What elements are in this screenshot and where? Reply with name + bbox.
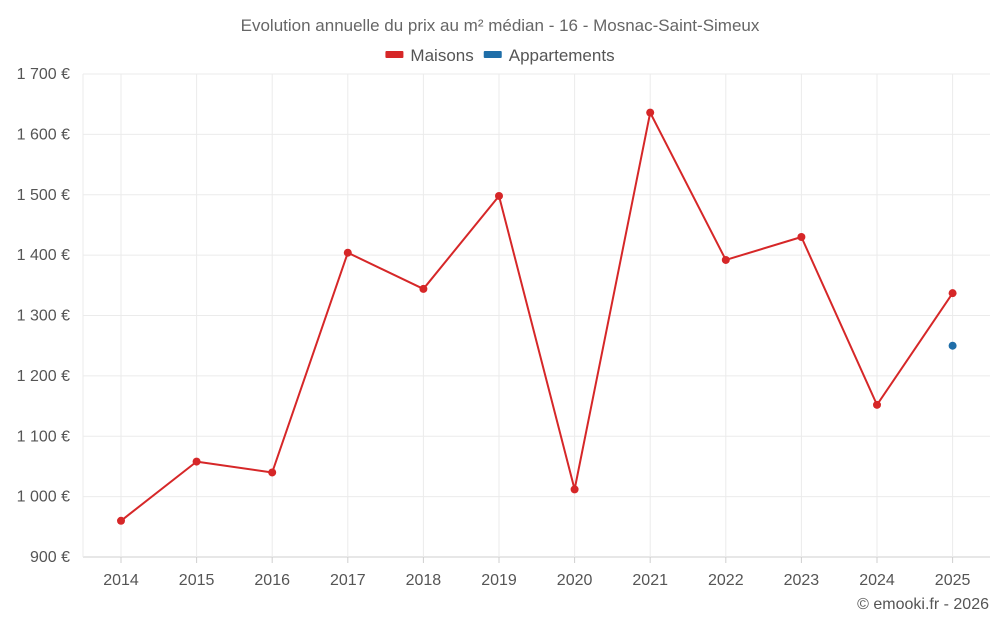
data-point-maisons[interactable] bbox=[721, 255, 730, 264]
legend-label: Maisons bbox=[410, 46, 473, 65]
x-tick-label: 2021 bbox=[632, 572, 668, 589]
series-appartements bbox=[948, 341, 957, 350]
x-tick-label: 2015 bbox=[179, 572, 215, 589]
y-tick-label: 1 000 € bbox=[17, 489, 70, 506]
series-maisons bbox=[117, 108, 957, 525]
y-tick-label: 1 300 € bbox=[17, 308, 70, 325]
data-point-maisons[interactable] bbox=[117, 516, 125, 525]
y-axis: 900 € 1 000 € 1 100 € 1 200 € 1 300 € 1 400 €… bbox=[17, 66, 70, 566]
y-tick-label: 1 700 € bbox=[17, 66, 70, 83]
data-point-maisons[interactable] bbox=[192, 457, 201, 466]
chart-title: Evolution annuelle du prix au m² médian … bbox=[241, 16, 760, 35]
data-point-maisons[interactable] bbox=[268, 468, 277, 477]
legend-swatch bbox=[483, 51, 502, 58]
credit-text: © emooki.fr - 2026 bbox=[857, 596, 989, 613]
y-tick-label: 1 600 € bbox=[17, 126, 70, 143]
x-tick-label: 2014 bbox=[103, 572, 139, 589]
x-tick-label: 2016 bbox=[254, 572, 290, 589]
legend-item-maisons[interactable]: Maisons bbox=[385, 46, 474, 65]
legend-item-appartements[interactable]: Appartements bbox=[483, 46, 615, 65]
x-tick-label: 2020 bbox=[557, 572, 593, 589]
data-point-maisons[interactable] bbox=[570, 485, 579, 494]
y-tick-label: 1 100 € bbox=[17, 428, 70, 445]
data-point-maisons[interactable] bbox=[495, 191, 503, 200]
x-tick-label: 2018 bbox=[406, 572, 442, 589]
x-tick-label: 2019 bbox=[481, 572, 517, 589]
y-tick-label: 1 400 € bbox=[17, 247, 70, 264]
series-line-maisons bbox=[120, 111, 954, 522]
legend: Maisons Appartements bbox=[385, 46, 615, 65]
y-tick-label: 1 500 € bbox=[17, 187, 70, 204]
data-point-maisons[interactable] bbox=[419, 284, 428, 293]
x-tick-label: 2022 bbox=[708, 572, 744, 589]
y-tick-label: 900 € bbox=[30, 549, 70, 566]
x-tick-label: 2017 bbox=[330, 572, 366, 589]
data-point-appartements[interactable] bbox=[948, 341, 957, 350]
grid bbox=[82, 73, 990, 558]
series-layer bbox=[117, 108, 957, 525]
data-point-maisons[interactable] bbox=[948, 289, 957, 298]
data-point-maisons[interactable] bbox=[343, 248, 352, 257]
x-tick-label: 2023 bbox=[784, 572, 820, 589]
x-axis: 2014 2015 2016 2017 2018 2019 2020 2021 2022 2023… bbox=[103, 557, 970, 589]
y-tick-label: 1 200 € bbox=[17, 368, 70, 385]
x-tick-label: 2025 bbox=[935, 572, 971, 589]
data-point-maisons[interactable] bbox=[873, 400, 881, 409]
legend-swatch bbox=[385, 51, 404, 58]
legend-label: Appartements bbox=[509, 46, 615, 65]
data-point-maisons[interactable] bbox=[797, 233, 806, 242]
data-point-maisons[interactable] bbox=[646, 108, 655, 117]
x-tick-label: 2024 bbox=[859, 572, 895, 589]
